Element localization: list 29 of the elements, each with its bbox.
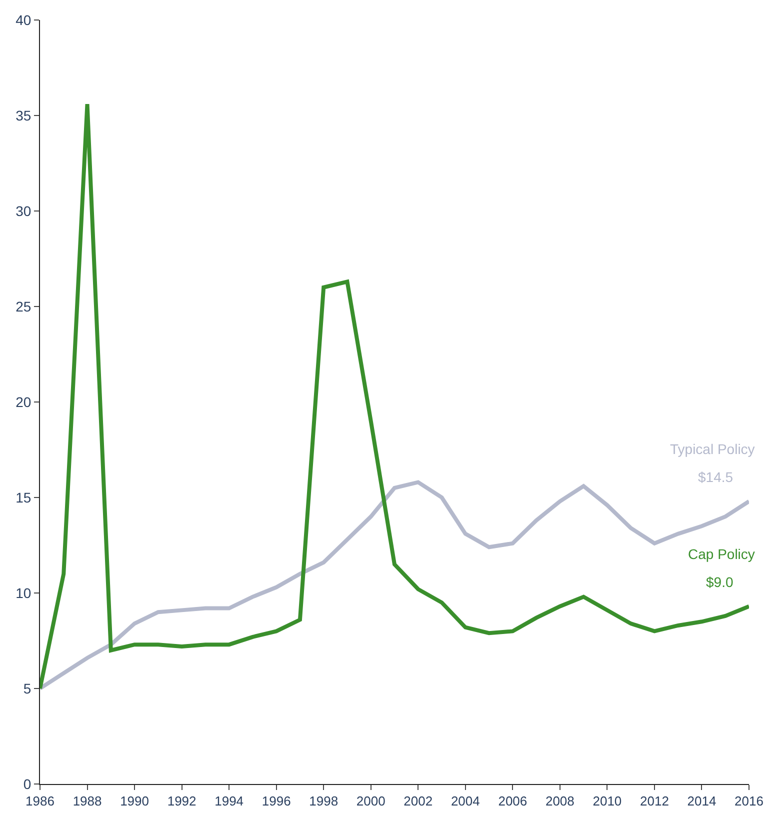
text: Cap Policy (688, 546, 755, 562)
x-tick-label: 2002 (404, 794, 433, 809)
y-tick-label: 30 (16, 202, 32, 219)
y-tick-label: 5 (23, 680, 32, 696)
x-tick-label: 1990 (120, 794, 149, 809)
annotation: $9.0 (706, 574, 734, 590)
x-tick-label: 2006 (498, 794, 528, 809)
text: Typical Policy (670, 441, 755, 457)
x-tick-label: 2004 (450, 794, 480, 809)
x-tick-label: 1994 (214, 794, 244, 809)
x-tick-label: 2000 (356, 794, 386, 809)
x-tick-label: 1986 (26, 794, 54, 809)
y-tick-label: 10 (16, 584, 32, 601)
y-tick-label: 25 (16, 298, 32, 314)
y-tick-label: 20 (16, 394, 32, 410)
x-tick-label: 1992 (167, 794, 196, 809)
y-tick-label: 35 (16, 107, 32, 124)
y-tick-label: 15 (16, 489, 32, 506)
x-tick-label: 1988 (72, 794, 102, 809)
x-tick-label: 1996 (262, 794, 291, 809)
x-tick-label: 1998 (309, 794, 338, 809)
x-tick-label: 2008 (545, 794, 574, 809)
x-tick-label: 2016 (734, 794, 764, 809)
annotation: $14.5 (698, 469, 734, 485)
x-tick-label: 2012 (640, 794, 669, 809)
y-tick-label: 0 (23, 776, 32, 792)
x-tick-label: 2010 (592, 794, 622, 809)
y-tick-label: 40 (16, 12, 32, 28)
x-tick-label: 2014 (687, 794, 716, 809)
